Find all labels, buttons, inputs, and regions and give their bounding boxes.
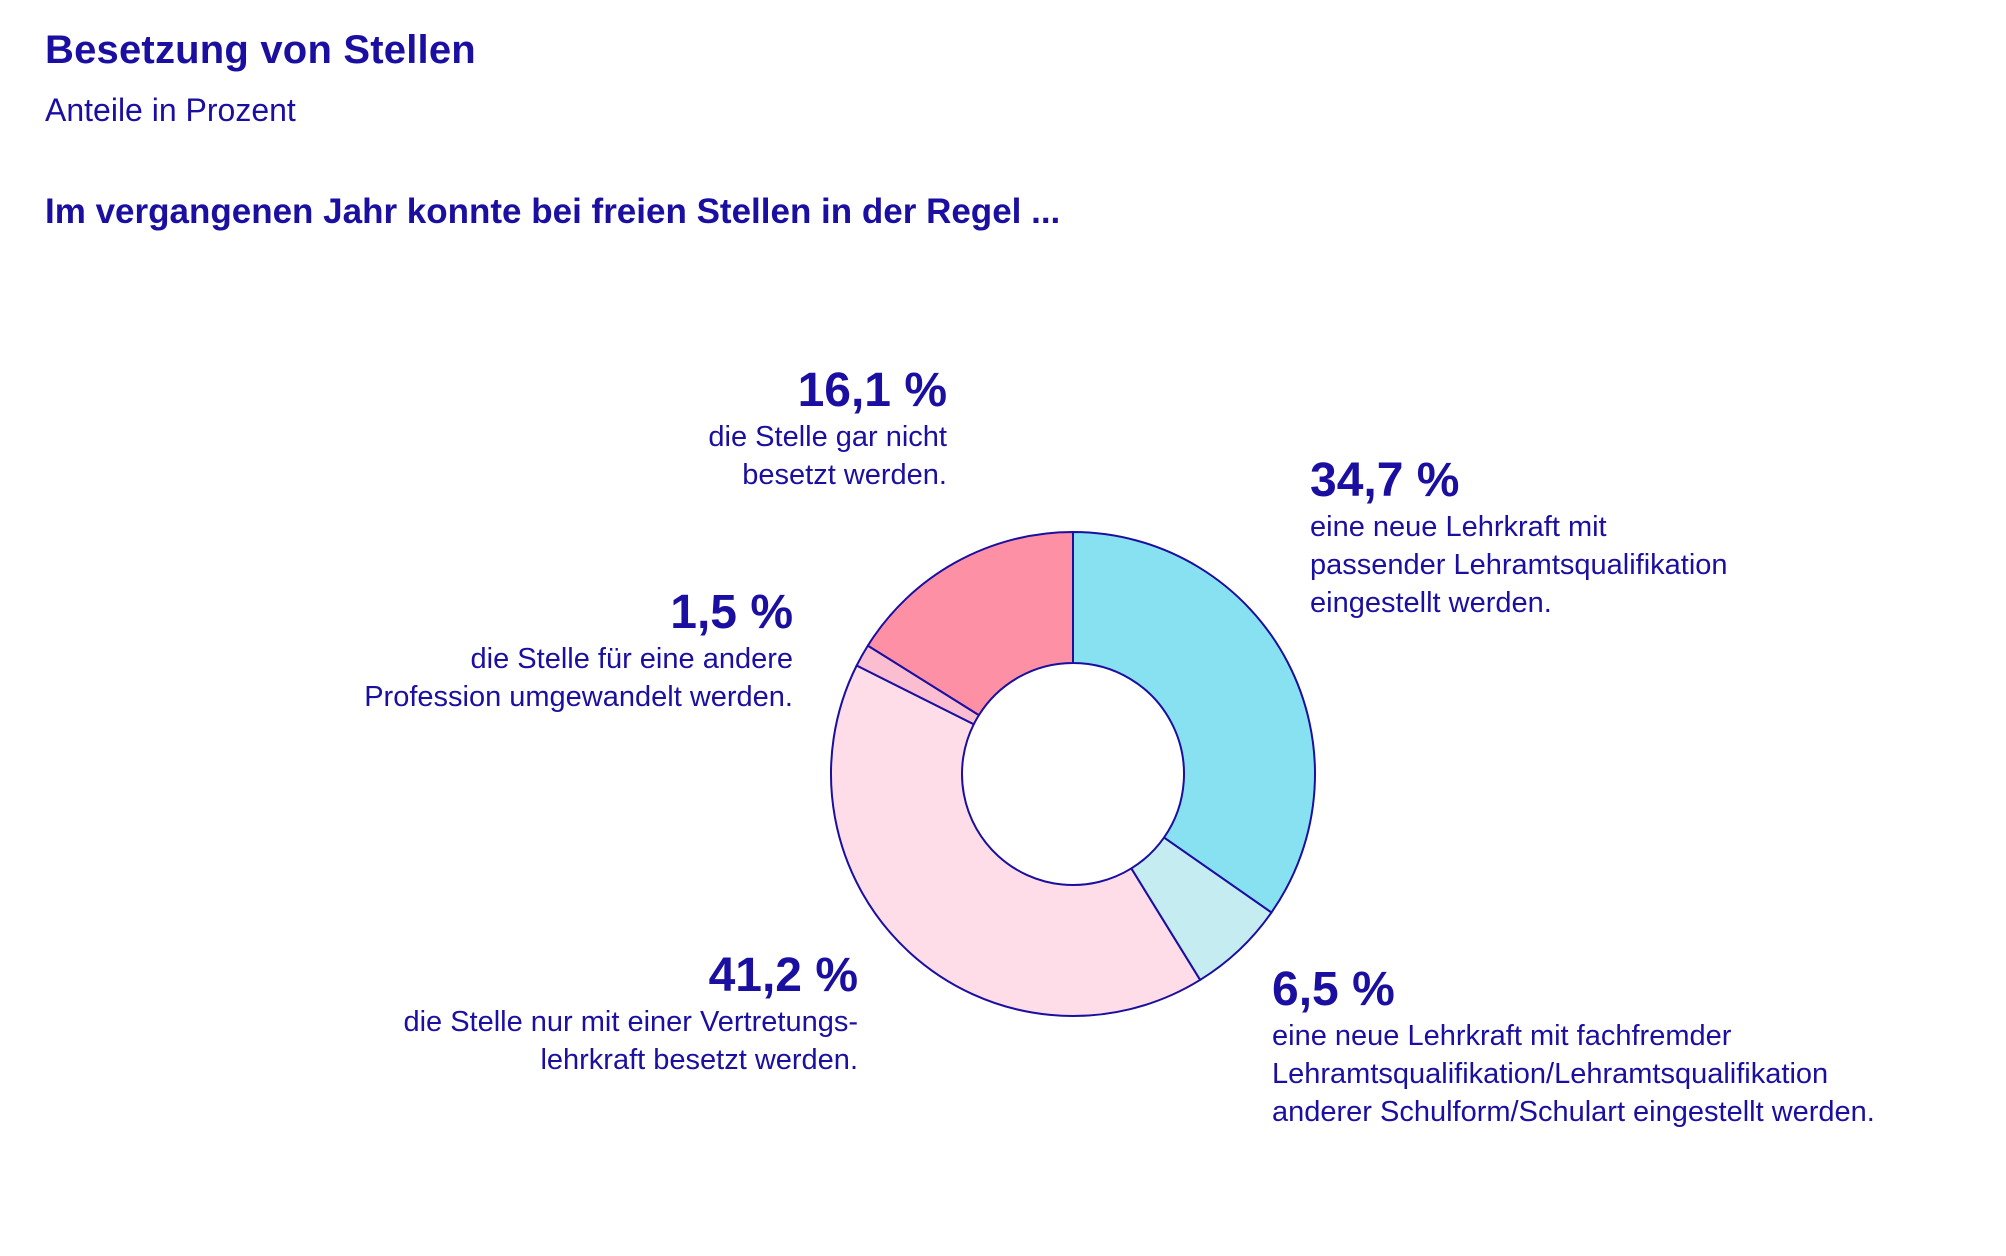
donut-slice-vertretung <box>830 664 1202 1017</box>
label-fachfremd-line2: Lehramtsqualifikation/Lehramtsqualifikat… <box>1272 1058 1829 1090</box>
label-vertretung: 41,2 % die Stelle nur mit einer Vertretu… <box>403 949 858 1079</box>
label-nicht-besetzt-value: 16,1 % <box>797 364 947 417</box>
label-profession: 1,5 % die Stelle für eine andere Profess… <box>364 586 793 716</box>
label-passend: 34,7 % eine neue Lehrkraft mit passender… <box>1310 454 1728 622</box>
label-vertretung-line1: die Stelle nur mit einer Vertretungs- <box>403 1006 858 1038</box>
label-profession-line2: Profession umgewandelt werden. <box>364 681 793 713</box>
chart-question: Im vergangenen Jahr konnte bei freien St… <box>45 192 1061 231</box>
chart-title: Besetzung von Stellen <box>45 28 476 72</box>
label-fachfremd-value: 6,5 % <box>1272 963 1395 1016</box>
label-fachfremd-line3: anderer Schulform/Schulart eingestellt w… <box>1272 1096 1875 1128</box>
label-passend-line2: passender Lehramtsqualifikation <box>1310 549 1728 581</box>
label-passend-line3: eingestellt werden. <box>1310 587 1552 619</box>
donut-slice-nicht-besetzt <box>866 531 1074 717</box>
label-fachfremd-line1: eine neue Lehrkraft mit fachfremder <box>1272 1020 1732 1052</box>
donut-slice-passend <box>1072 531 1316 914</box>
label-vertretung-value: 41,2 % <box>708 949 858 1002</box>
label-nicht-besetzt-line2: besetzt werden. <box>742 459 947 491</box>
label-profession-line1: die Stelle für eine andere <box>470 643 793 675</box>
label-fachfremd: 6,5 % eine neue Lehrkraft mit fachfremde… <box>1272 963 1875 1131</box>
label-nicht-besetzt: 16,1 % die Stelle gar nicht besetzt werd… <box>708 364 947 494</box>
label-passend-line1: eine neue Lehrkraft mit <box>1310 511 1607 543</box>
label-profession-value: 1,5 % <box>670 586 793 639</box>
label-passend-value: 34,7 % <box>1310 454 1460 507</box>
label-vertretung-line2: lehrkraft besetzt werden. <box>540 1044 858 1076</box>
chart-subtitle: Anteile in Prozent <box>45 92 296 128</box>
label-nicht-besetzt-line1: die Stelle gar nicht <box>708 421 947 453</box>
